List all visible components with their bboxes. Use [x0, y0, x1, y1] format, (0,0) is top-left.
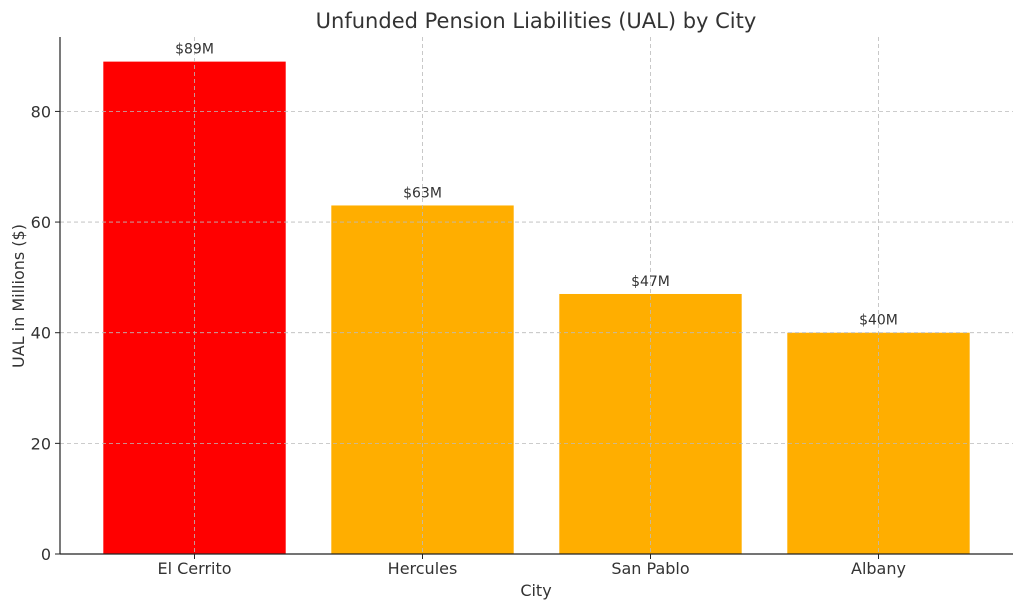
- x-axis-label: City: [520, 581, 551, 600]
- data-label: $40M: [859, 313, 898, 329]
- y-axis-label: UAL in Millions ($): [9, 224, 28, 368]
- y-tick-label: 0: [41, 545, 51, 564]
- x-tick-label: Albany: [851, 559, 906, 578]
- y-tick-label: 40: [31, 324, 51, 343]
- y-tick-label: 80: [31, 102, 51, 121]
- x-tick-label: El Cerrito: [157, 559, 231, 578]
- x-tick-label: Hercules: [388, 559, 458, 578]
- bars: [103, 61, 970, 554]
- x-tick-label: San Pablo: [611, 559, 689, 578]
- axes: [59, 37, 1013, 555]
- data-labels: $89M $63M $47M $40M: [175, 42, 898, 329]
- x-ticks: El Cerrito Hercules San Pablo Albany: [157, 554, 906, 578]
- y-ticks: 0 20 40 60 80: [31, 102, 60, 564]
- data-label: $63M: [403, 185, 442, 201]
- data-label: $89M: [175, 42, 214, 58]
- data-label: $47M: [631, 274, 670, 290]
- y-tick-label: 20: [31, 434, 51, 453]
- grid: [60, 37, 1013, 554]
- y-tick-label: 60: [31, 213, 51, 232]
- chart-title: Unfunded Pension Liabilities (UAL) by Ci…: [316, 9, 757, 33]
